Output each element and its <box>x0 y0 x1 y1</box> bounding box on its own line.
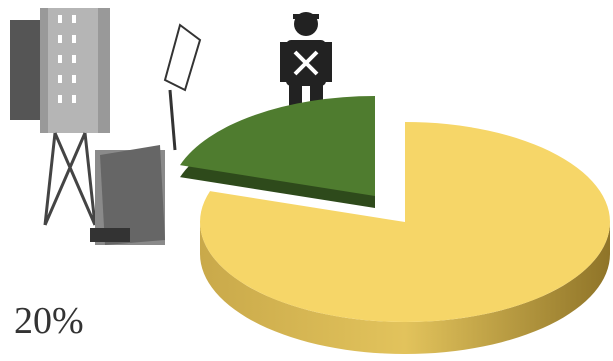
mine-illustration <box>10 8 202 245</box>
pie-slice-side <box>200 222 610 354</box>
pie-slice <box>200 122 610 322</box>
value-label: 20% <box>14 300 84 342</box>
pie-slice <box>180 96 375 196</box>
pie <box>180 96 610 354</box>
